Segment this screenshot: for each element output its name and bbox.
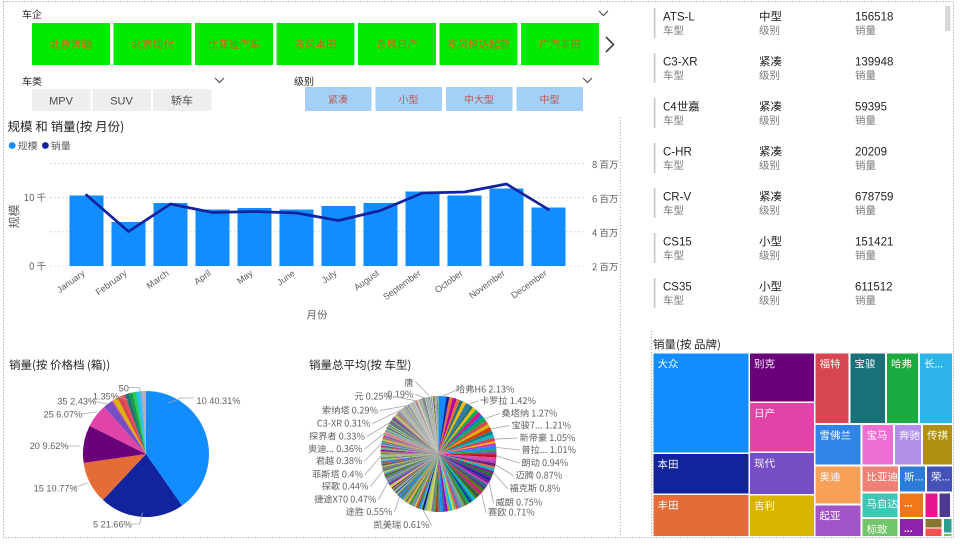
svg-text:...: ... [904,523,913,535]
svg-text:50: 50 [119,384,129,394]
svg-text:139948: 139948 [855,57,893,69]
svg-text:C-HR: C-HR [663,147,692,159]
svg-text:C3-XR: C3-XR [663,57,698,69]
svg-text:678759: 678759 [855,192,893,204]
svg-text:...: ... [904,498,913,510]
svg-text:January: January [55,268,87,295]
svg-text:MPV: MPV [49,96,74,108]
svg-text:151421: 151421 [855,237,893,249]
svg-text:May: May [235,268,255,286]
svg-text:10 40.31%: 10 40.31% [197,396,241,406]
svg-text:25 6.07%: 25 6.07% [44,410,83,420]
svg-text:December: December [509,268,548,300]
svg-text:611512: 611512 [855,282,893,294]
svg-text:59395: 59395 [855,102,887,114]
svg-text:September: September [381,268,422,302]
svg-text:1.35%: 1.35% [93,392,119,402]
svg-text:July: July [320,268,339,286]
svg-text:August: August [352,268,381,293]
svg-text:20 9.62%: 20 9.62% [30,441,69,451]
svg-text:CS35: CS35 [663,282,692,294]
svg-text:October: October [433,268,465,295]
svg-text:June: June [275,268,297,288]
svg-text:November: November [467,268,506,300]
svg-text:February: February [94,268,129,298]
svg-text:5 21.66%: 5 21.66% [93,520,132,530]
svg-text:CR-V: CR-V [663,192,691,204]
svg-text:35 2.43%: 35 2.43% [57,397,96,407]
svg-text:156518: 156518 [855,12,893,24]
svg-text:March: March [145,268,171,291]
svg-text:CS15: CS15 [663,237,692,249]
svg-text:April: April [192,268,212,287]
svg-text:SUV: SUV [110,96,133,108]
svg-text:20209: 20209 [855,147,887,159]
svg-text:ATS-L: ATS-L [663,12,695,24]
svg-text:15 10.77%: 15 10.77% [34,484,78,494]
